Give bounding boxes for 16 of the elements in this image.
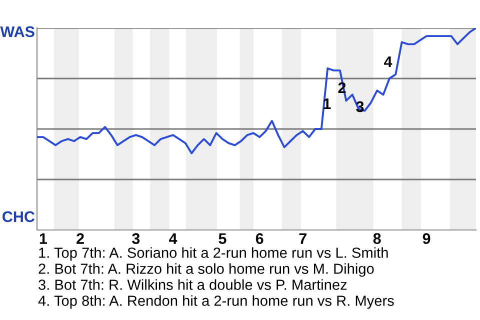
annotation: 4 bbox=[384, 56, 392, 67]
text: 1. Top 7th: A. Soriano hit a 2-run home run vs L. Smith bbox=[39, 247, 388, 261]
x-tick-label: 8 bbox=[373, 233, 381, 244]
text: 3. Bot 7th: R. Wilkins hit a double vs P. Martinez bbox=[38, 279, 347, 290]
x-tick-label: 6 bbox=[256, 233, 264, 244]
text: 2. Bot 7th: A. Rizzo hit a solo home run vs M. Dihigo bbox=[38, 263, 374, 277]
x-tick-label: 4 bbox=[169, 233, 178, 244]
text: WAS bbox=[0, 26, 34, 38]
x-tick-label: 9 bbox=[422, 233, 430, 244]
text: 4. Top 8th: A. Rendon hit a 2-run home run vs R. Myers bbox=[38, 295, 394, 309]
x-tick-label: 7 bbox=[299, 233, 306, 244]
x-tick-label: 3 bbox=[132, 233, 140, 244]
x-tick-label: 2 bbox=[76, 233, 84, 244]
x-tick-label: 1 bbox=[40, 233, 48, 244]
x-tick-label: 5 bbox=[218, 233, 226, 244]
text: CHC bbox=[2, 211, 35, 222]
